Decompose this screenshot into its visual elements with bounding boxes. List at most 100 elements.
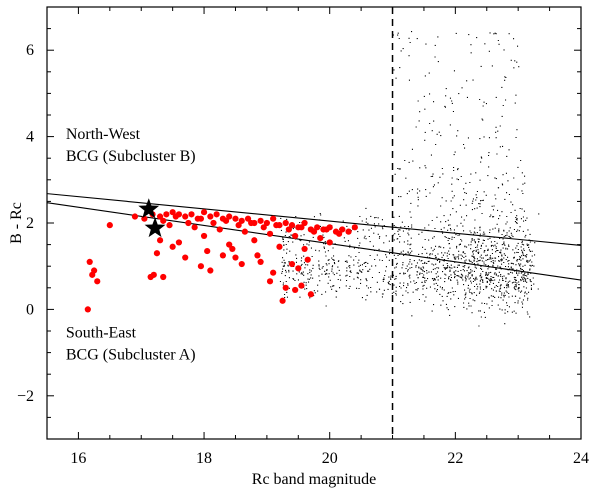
member-point xyxy=(232,215,239,222)
member-point xyxy=(222,217,230,224)
member-point xyxy=(91,267,98,274)
member-point xyxy=(241,228,248,235)
member-point xyxy=(292,286,299,294)
member-point xyxy=(295,265,302,272)
x-tick-label: 22 xyxy=(447,450,463,467)
annotation-line: BCG (Subcluster B) xyxy=(66,148,196,165)
member-point xyxy=(106,222,113,229)
y-axis-label: B - Rc xyxy=(8,202,25,244)
member-point xyxy=(131,213,139,220)
lines-layer xyxy=(46,7,582,439)
member-point xyxy=(94,278,101,285)
member-point xyxy=(84,306,91,313)
member-point xyxy=(273,222,280,229)
member-point xyxy=(210,219,217,227)
x-axis-label: Rc band magnitude xyxy=(252,471,376,488)
member-point xyxy=(226,241,233,248)
annotations-layer: North-West BCG (Subcluster B) South-East BC… xyxy=(66,126,196,364)
x-tick-label: 20 xyxy=(322,450,338,467)
member-point xyxy=(163,211,170,218)
south-east-bcg-annotation: South-East BCG (Subcluster A) xyxy=(66,324,196,363)
member-point xyxy=(204,247,211,255)
member-point xyxy=(257,258,264,265)
member-point xyxy=(160,273,167,281)
member-point xyxy=(270,215,277,222)
y-tick-label: −2 xyxy=(17,388,34,405)
south-east-bcg-star xyxy=(144,217,166,238)
member-point xyxy=(317,235,324,242)
member-point xyxy=(251,237,258,244)
member-point xyxy=(276,243,283,250)
member-point xyxy=(254,252,261,259)
member-point xyxy=(153,250,161,257)
annotation-line: BCG (Subcluster A) xyxy=(66,346,196,363)
member-point xyxy=(175,239,183,246)
upper-red-sequence-line xyxy=(46,193,582,247)
member-point xyxy=(304,256,311,263)
member-point xyxy=(263,219,270,227)
member-point xyxy=(207,267,214,274)
member-point xyxy=(248,219,255,227)
bcg-stars-layer xyxy=(138,198,166,238)
member-point xyxy=(197,263,205,270)
member-point xyxy=(191,224,198,231)
member-point xyxy=(298,282,305,289)
member-point xyxy=(288,260,296,268)
member-point xyxy=(345,228,352,235)
field-galaxies-layer xyxy=(279,31,540,327)
member-point xyxy=(156,213,164,220)
member-point xyxy=(339,226,346,233)
member-point xyxy=(266,230,274,237)
member-point xyxy=(216,226,223,233)
member-point xyxy=(238,217,245,224)
x-tick-label: 24 xyxy=(573,450,589,467)
member-point xyxy=(260,224,267,231)
member-point xyxy=(314,224,321,231)
plot-frame xyxy=(46,6,582,440)
member-point xyxy=(166,222,173,229)
x-tick-label: 16 xyxy=(70,450,86,467)
annotation-line: North-West xyxy=(66,126,141,143)
member-point xyxy=(326,239,333,246)
member-point xyxy=(207,213,214,220)
y-tick-label: 6 xyxy=(26,42,34,59)
member-point xyxy=(292,232,299,240)
member-point xyxy=(323,226,330,233)
member-point xyxy=(219,252,227,259)
member-point xyxy=(244,215,252,222)
member-point xyxy=(172,213,179,220)
member-point xyxy=(197,215,205,222)
member-point xyxy=(160,217,167,224)
member-point xyxy=(279,297,286,304)
member-point xyxy=(182,213,189,220)
member-point xyxy=(232,254,239,261)
field-galaxy-points xyxy=(279,31,540,327)
member-point xyxy=(185,219,192,227)
lower-red-sequence-line xyxy=(46,202,582,281)
member-point xyxy=(147,273,154,281)
member-point xyxy=(188,211,195,218)
member-point xyxy=(351,224,358,231)
member-point xyxy=(229,245,236,253)
north-west-bcg-star xyxy=(138,198,160,219)
member-point xyxy=(86,258,93,265)
annotation-line: South-East xyxy=(66,324,137,341)
red-sequence-members-layer xyxy=(84,209,358,313)
member-point xyxy=(298,224,305,231)
member-point xyxy=(285,226,292,233)
member-point xyxy=(301,219,308,227)
member-point xyxy=(226,213,233,220)
member-point xyxy=(270,269,277,276)
member-point xyxy=(200,209,208,216)
member-point xyxy=(235,222,242,229)
y-tick-label: 0 xyxy=(26,301,34,318)
member-point xyxy=(288,222,296,229)
north-west-bcg-annotation: North-West BCG (Subcluster B) xyxy=(66,126,196,165)
y-tick-label: 4 xyxy=(26,129,34,146)
member-point xyxy=(282,284,289,291)
member-point xyxy=(169,243,176,250)
member-point xyxy=(307,291,314,298)
member-point xyxy=(336,230,343,237)
